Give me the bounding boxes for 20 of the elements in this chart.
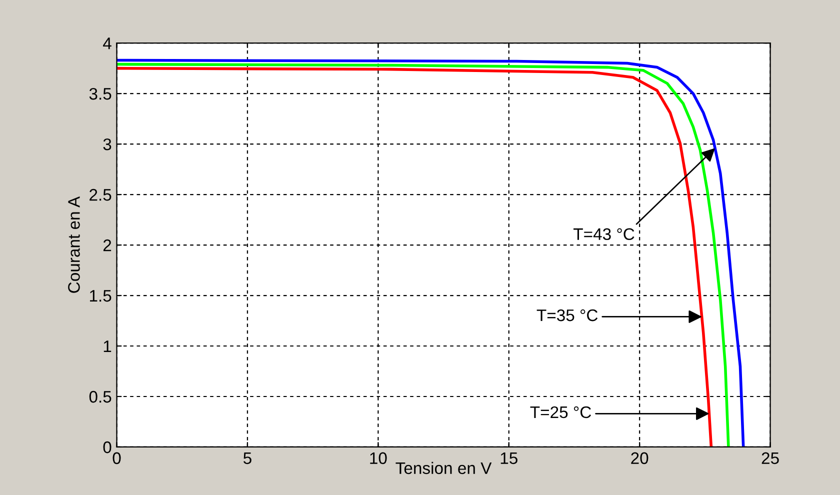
y-tick-label: 2.5 [90, 188, 112, 201]
x-axis-title: Tension en V [396, 462, 492, 474]
y-tick-label: 0.5 [89, 390, 112, 403]
y-axis-title: Courant en A [68, 196, 80, 293]
y-tick-label: 1 [104, 340, 112, 352]
y-tick-label: 2 [103, 239, 112, 252]
x-tick-label: 10 [370, 452, 387, 464]
y-tick-label: 3.5 [89, 88, 112, 100]
x-tick-label: 15 [500, 452, 518, 464]
y-tick-label: 4 [103, 38, 112, 50]
annotation: T=43 °C [573, 228, 634, 240]
y-tick-label: 0 [103, 441, 112, 454]
annotation: T=35 °C [536, 309, 598, 322]
annotation: T=25 °C [530, 406, 592, 418]
x-tick-label: 5 [243, 452, 252, 464]
y-tick-label: 1.5 [90, 290, 112, 302]
x-tick-label: 20 [631, 452, 648, 464]
x-tick-label: 0 [112, 452, 121, 464]
x-tick-label: 25 [762, 452, 779, 464]
y-tick-label: 3 [103, 138, 112, 150]
